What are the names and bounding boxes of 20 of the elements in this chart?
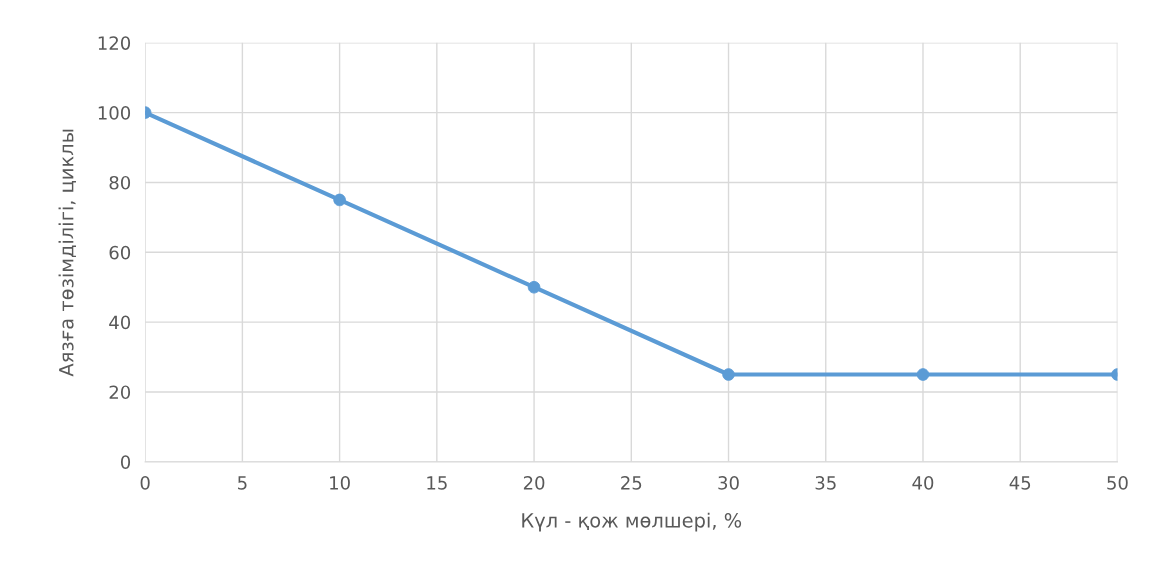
y-tick-label: 120 xyxy=(98,36,131,50)
y-tick-label: 80 xyxy=(109,175,131,190)
y-tick-label: 40 xyxy=(109,315,131,330)
x-tick-label: 0 xyxy=(140,476,150,490)
y-tick-label: 0 xyxy=(120,455,131,469)
x-tick-label: 25 xyxy=(621,476,642,490)
y-axis-title: Аязға төзімділігі, циклы xyxy=(58,129,76,377)
x-tick-label: 20 xyxy=(523,476,545,490)
x-tick-label: 10 xyxy=(330,476,350,490)
y-tick-label: 60 xyxy=(109,245,131,260)
y-tick-label: 100 xyxy=(98,106,131,120)
x-tick-label: 30 xyxy=(718,476,739,490)
x-tick-label: 35 xyxy=(815,476,836,490)
x-tick-label: 45 xyxy=(1009,476,1031,490)
x-tick-label: 40 xyxy=(912,476,934,490)
x-tick-label: 50 xyxy=(1107,476,1128,490)
x-axis-title: Күл - қож мөлшері, % xyxy=(522,512,742,532)
x-tick-label: 15 xyxy=(427,476,447,490)
y-tick-label: 20 xyxy=(109,385,131,400)
x-tick-label: 5 xyxy=(238,476,247,490)
